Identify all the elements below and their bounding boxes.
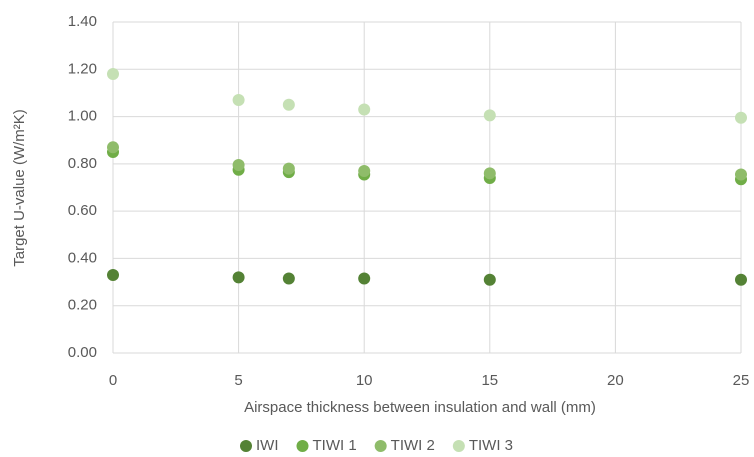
data-point <box>483 167 496 180</box>
y-tick-label: 0.80 <box>68 155 97 172</box>
legend-label: TIWI 3 <box>469 437 513 454</box>
data-point <box>483 109 496 122</box>
y-tick-label: 1.20 <box>68 60 97 77</box>
legend-marker <box>240 440 252 452</box>
legend-label: TIWI 1 <box>313 437 357 454</box>
y-axis-title: Target U-value (W/m²K) <box>11 109 28 267</box>
data-point <box>107 268 119 281</box>
legend-marker <box>296 440 309 452</box>
x-tick-label: 10 <box>356 372 373 389</box>
data-point <box>232 94 245 107</box>
x-tick-label: 0 <box>109 372 117 389</box>
data-point <box>358 164 371 177</box>
data-point <box>483 273 496 286</box>
y-tick-label: 0.40 <box>68 249 97 266</box>
x-tick-label: 25 <box>733 372 750 389</box>
data-point <box>282 162 295 175</box>
data-point <box>232 271 245 284</box>
x-tick-label: 5 <box>234 372 242 389</box>
data-point <box>282 272 295 285</box>
x-tick-label: 20 <box>607 372 624 389</box>
y-tick-label: 0.20 <box>68 297 97 314</box>
x-axis-title: Airspace thickness between insulation an… <box>244 399 596 416</box>
data-point <box>358 103 371 116</box>
data-point <box>735 111 747 124</box>
data-point <box>735 273 747 286</box>
y-tick-label: 0.60 <box>68 202 97 219</box>
legend-marker <box>374 440 387 452</box>
data-point <box>107 68 119 81</box>
legend-label: TIWI 2 <box>391 437 435 454</box>
data-point <box>735 168 747 181</box>
data-point <box>107 141 119 154</box>
data-point <box>282 98 295 111</box>
x-tick-label: 15 <box>481 372 498 389</box>
data-point <box>358 272 371 285</box>
y-tick-label: 1.40 <box>68 13 97 30</box>
y-tick-label: 1.00 <box>68 108 97 125</box>
legend-label: IWI <box>256 437 279 454</box>
y-tick-label: 0.00 <box>68 344 97 361</box>
legend-marker <box>452 440 465 452</box>
data-point <box>232 159 245 172</box>
